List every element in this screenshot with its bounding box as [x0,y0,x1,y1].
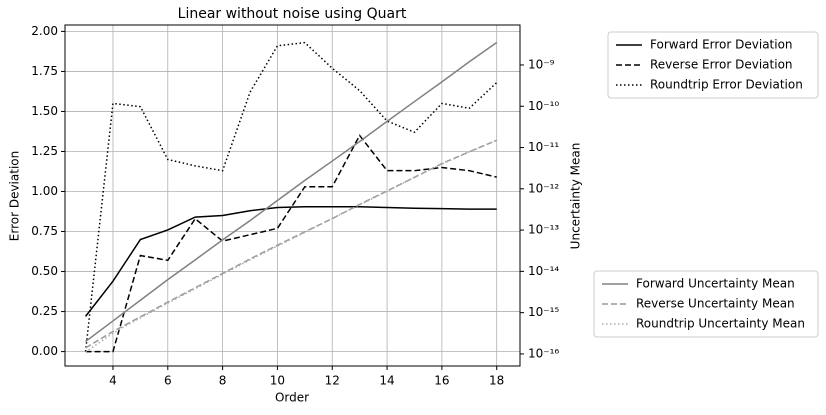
x-tick-label: 16 [434,374,449,388]
y-tick-label: 0.00 [31,344,58,358]
legend-box [593,270,819,338]
series-line [85,134,497,353]
x-tick-label: 12 [325,374,340,388]
x-tick-label: 10 [270,374,285,388]
series-line [84,205,497,317]
x-tick-label: 18 [489,374,504,388]
y-tick-label: 1.25 [31,144,58,158]
y2-tick-label: 10⁻¹¹ [528,140,559,154]
x-tick-label: 14 [379,374,394,388]
y2-tick-label: 10⁻¹³ [528,223,559,237]
y2-axis-label: Uncertainty Mean [569,143,583,250]
legend-label: Forward Uncertainty Mean [636,277,795,291]
series-line [85,139,497,349]
x-tick-label: 4 [109,374,117,388]
y-tick-label: 0.25 [31,304,58,318]
y-axis-label: Error Deviation [8,151,22,241]
legend-label: Roundtrip Uncertainty Mean [636,317,805,331]
legend-label: Forward Error Deviation [650,38,793,52]
plot-frame [64,24,521,367]
x-axis-label: Order [275,391,309,405]
y-tick-label: 2.00 [31,24,58,38]
series-line [85,139,497,353]
y-tick-label: 1.50 [31,104,58,118]
y2-tick-label: 10⁻¹⁰ [528,99,559,113]
series-line [84,41,498,352]
legend-box [607,31,819,99]
x-tick-label: 8 [219,374,227,388]
y2-tick-label: 10⁻¹⁶ [528,346,559,360]
series-line [85,41,498,343]
y2-tick-label: 10⁻⁹ [528,57,555,71]
y2-tick-label: 10⁻¹⁵ [528,305,559,319]
x-tick-label: 6 [164,374,172,388]
legend-label: Reverse Error Deviation [650,58,793,72]
y-tick-label: 0.75 [31,224,58,238]
y-tick-label: 1.75 [31,64,58,78]
y-tick-label: 1.00 [31,184,58,198]
y2-tick-label: 10⁻¹² [528,181,559,195]
y-tick-label: 0.50 [31,264,58,278]
legend-label: Roundtrip Error Deviation [650,78,803,92]
legend-label: Reverse Uncertainty Mean [636,297,795,311]
chart-title: Linear without noise using Quart [178,6,407,22]
y2-tick-label: 10⁻¹⁴ [528,264,559,278]
